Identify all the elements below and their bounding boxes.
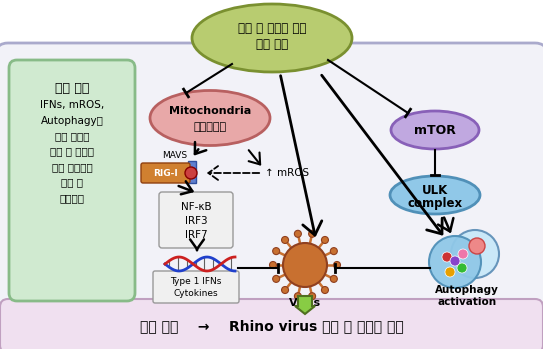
Circle shape	[321, 237, 329, 244]
Text: 활성 물질: 활성 물질	[256, 38, 288, 52]
FancyArrow shape	[295, 296, 315, 314]
Text: 탐색 및: 탐색 및	[61, 178, 83, 187]
FancyBboxPatch shape	[0, 43, 543, 320]
Circle shape	[451, 230, 499, 278]
Circle shape	[294, 293, 301, 300]
Text: Type 1 IFNs: Type 1 IFNs	[171, 276, 222, 285]
Ellipse shape	[391, 111, 479, 149]
FancyBboxPatch shape	[0, 299, 543, 349]
Circle shape	[457, 263, 467, 273]
Ellipse shape	[150, 90, 270, 146]
Text: 유래 활성물질: 유래 활성물질	[52, 162, 92, 172]
Text: RIG-I: RIG-I	[153, 169, 178, 178]
FancyBboxPatch shape	[153, 271, 239, 303]
Text: IFNs, mROS,: IFNs, mROS,	[40, 100, 104, 110]
Circle shape	[330, 275, 337, 282]
Text: 기전연구: 기전연구	[60, 193, 85, 203]
Circle shape	[282, 287, 288, 294]
Circle shape	[445, 267, 455, 277]
Circle shape	[283, 243, 327, 287]
Circle shape	[442, 252, 452, 262]
Circle shape	[308, 230, 315, 237]
Circle shape	[294, 230, 301, 237]
Text: ↑ mROS: ↑ mROS	[265, 168, 309, 178]
Text: MAVS: MAVS	[162, 150, 187, 159]
Text: complex: complex	[407, 196, 463, 209]
Text: 생약 및 청연물: 생약 및 청연물	[50, 147, 94, 156]
Circle shape	[429, 236, 481, 288]
Circle shape	[185, 167, 197, 179]
Text: Virus: Virus	[289, 298, 321, 308]
Circle shape	[330, 248, 337, 255]
Circle shape	[469, 238, 485, 254]
Text: NF-κB: NF-κB	[181, 202, 211, 212]
Text: Autophagy를: Autophagy를	[41, 116, 103, 126]
Circle shape	[308, 293, 315, 300]
FancyBboxPatch shape	[9, 60, 135, 301]
FancyBboxPatch shape	[188, 161, 196, 183]
Ellipse shape	[390, 176, 480, 214]
Circle shape	[282, 237, 288, 244]
FancyBboxPatch shape	[159, 192, 233, 248]
Text: Mitochondria: Mitochondria	[169, 106, 251, 116]
Circle shape	[269, 261, 276, 268]
Ellipse shape	[192, 4, 352, 72]
Text: Autophagy
activation: Autophagy activation	[435, 285, 499, 307]
Text: 증가 시키는: 증가 시키는	[55, 131, 89, 141]
Circle shape	[273, 248, 280, 255]
Text: 생약 및 청연물 유래: 생약 및 청연물 유래	[238, 22, 306, 35]
Circle shape	[458, 249, 468, 259]
Circle shape	[321, 287, 329, 294]
Text: IRF7: IRF7	[185, 230, 207, 240]
Text: 전자전달계: 전자전달계	[193, 122, 226, 132]
Text: IRF3: IRF3	[185, 216, 207, 226]
Circle shape	[273, 275, 280, 282]
FancyBboxPatch shape	[141, 163, 190, 183]
Text: 최종 목표    →    Rhino virus 예방 및 치료제 개발: 최종 목표 → Rhino virus 예방 및 치료제 개발	[140, 319, 404, 333]
Circle shape	[450, 256, 460, 266]
Text: Cytokines: Cytokines	[174, 289, 218, 297]
Text: 연구 내용: 연구 내용	[55, 82, 89, 95]
Text: ULK: ULK	[422, 184, 448, 196]
Text: mTOR: mTOR	[414, 124, 456, 136]
Circle shape	[333, 261, 340, 268]
